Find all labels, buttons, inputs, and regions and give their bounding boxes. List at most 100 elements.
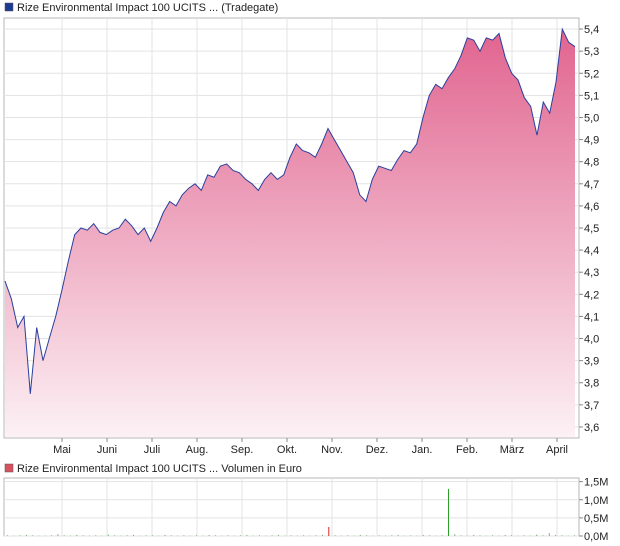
volume-bar [416,535,418,537]
volume-bar [196,535,197,536]
volume-bar [170,535,172,536]
volume-bars [7,488,575,537]
volume-bar [189,535,191,537]
price-y-tick-label: 5,2 [584,68,599,80]
volume-bar [114,535,116,536]
volume-bar [353,535,355,537]
volume-bar [51,535,53,536]
volume-bar [240,535,242,536]
price-x-tick-label: Feb. [456,444,478,456]
price-x-tick-label: Okt. [277,444,297,456]
volume-bar [574,535,575,536]
volume-bar [164,534,166,536]
volume-bar [233,535,235,537]
volume-bar [334,535,336,536]
volume-bar [435,535,437,537]
volume-bar [454,534,456,536]
volume-bar [277,534,279,536]
volume-y-tick-label: 1,5M [584,477,608,489]
volume-bar [202,535,204,537]
volume-y-tick-label: 0,5M [584,513,608,525]
volume-bar [38,535,40,537]
price-x-tick-label: April [546,444,568,456]
price-y-tick-label: 4,1 [584,311,599,323]
price-x-tick-label: März [500,444,524,456]
price-x-tick-label: Dez. [366,444,389,456]
volume-bar [82,535,84,536]
price-x-tick-label: Sep. [231,444,254,456]
price-y-tick-label: 4,6 [584,201,599,213]
volume-bar [448,488,449,536]
volume-bar [221,535,223,537]
volume-bar [485,535,487,537]
volume-bar [57,534,59,536]
price-y-tick-label: 3,6 [584,422,599,434]
volume-bar [561,535,563,536]
volume-bar [88,535,90,537]
price-y-tick-label: 5,1 [584,90,599,102]
volume-bar [145,535,147,536]
volume-bar [322,534,323,536]
price-y-tick-label: 4,3 [584,267,599,279]
volume-bar [158,535,160,537]
volume-bar [133,534,134,536]
volume-bar [19,535,21,536]
volume-bar [208,534,210,536]
price-x-axis: Mai Juni Juli Aug. Sep. Okt. Nov. Dez. Jan. Feb. M… [53,438,568,456]
price-x-tick-label: Aug. [186,444,209,456]
volume-bar [366,535,368,536]
price-y-tick-label: 3,8 [584,378,599,390]
volume-bar [460,535,462,536]
volume-bar [429,535,431,536]
volume-bar [309,535,311,537]
price-x-tick-label: Juni [97,444,117,456]
volume-bar [567,535,569,537]
volume-bar [13,535,15,537]
volume-bar [391,535,393,536]
volume-y-axis: 1,5M 1,0M 0,5M 0,0M [579,477,608,543]
price-x-tick-label: Jan. [412,444,433,456]
volume-bar [422,534,424,536]
volume-bar [214,535,216,536]
volume-plot-frame [3,477,580,537]
volume-bar [359,534,361,536]
volume-y-tick-label: 1,0M [584,495,608,507]
price-x-tick-label: Juli [144,444,161,456]
volume-bar [151,535,153,536]
volume-bar [479,535,481,536]
price-y-tick-label: 4,8 [584,157,599,169]
volume-bar [536,534,538,536]
price-legend-label: Rize Environmental Impact 100 UCITS ... … [17,2,278,14]
volume-bar [284,535,286,537]
volume-bar [290,535,292,536]
volume-bar [517,535,519,537]
volume-bar [555,534,557,536]
volume-bar [265,535,267,537]
price-y-axis: 5,4 5,3 5,2 5,1 5,0 4,9 4,8 4,7 4,6 4,5 4,4 4,3 4,2 4… [579,24,599,434]
volume-bar [397,534,399,536]
volume-legend: Rize Environmental Impact 100 UCITS ... … [4,463,302,475]
volume-bar [492,535,494,536]
volume-y-tick-label: 0,0M [584,531,608,543]
volume-bar [252,535,254,537]
volume-legend-swatch [4,463,14,473]
price-x-tick-label: Nov. [321,444,343,456]
volume-bar [183,535,185,536]
volume-bar [511,535,512,536]
price-y-tick-label: 4,4 [584,245,599,257]
volume-bar [315,535,317,536]
price-y-tick-label: 5,3 [584,46,599,58]
volume-bar [347,535,349,536]
price-area-fill [5,29,575,437]
volume-bar [542,535,544,536]
price-y-tick-label: 4,0 [584,334,599,346]
volume-bar [441,535,443,536]
volume-bar [473,534,475,536]
volume-bar [246,534,248,536]
volume-bar [529,535,531,537]
volume-bar [95,535,97,536]
volume-bar [70,535,71,537]
price-y-tick-label: 4,5 [584,223,599,235]
volume-bar [466,535,468,537]
